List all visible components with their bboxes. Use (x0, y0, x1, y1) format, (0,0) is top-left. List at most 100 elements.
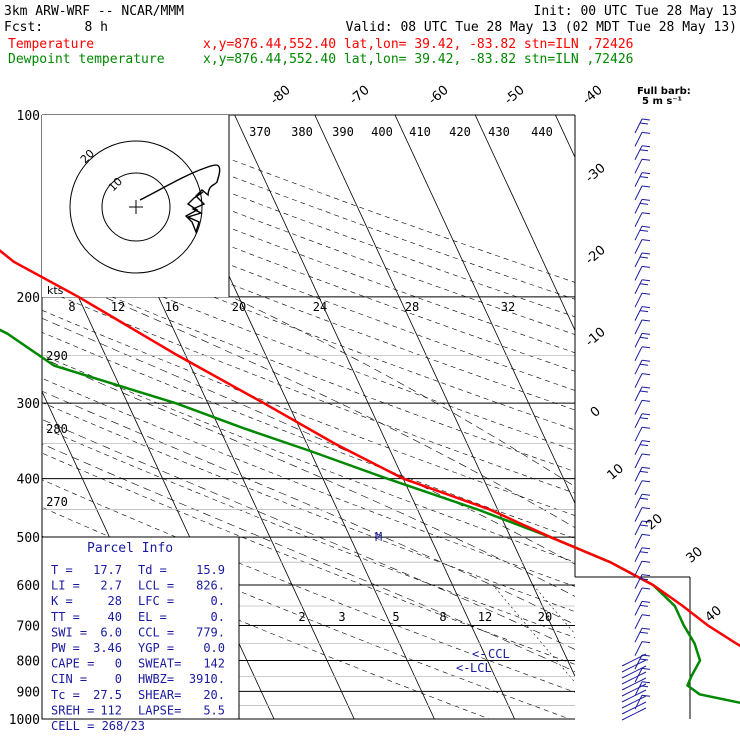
ground-speed-label: 8 (68, 300, 75, 314)
temperature-location: x,y=876.44,552.40 lat,lon= 39.42, -83.82… (203, 37, 633, 52)
theta-label: 400 (371, 125, 393, 139)
wind-barb (634, 600, 651, 616)
parcel-info-cell: 0.0 (203, 641, 225, 655)
wind-barb (634, 319, 651, 335)
isotherm-label: -20 (583, 243, 609, 268)
parcel-info-cell: 15.9 (196, 563, 225, 577)
parcel-info-cell: SWI = (51, 625, 87, 639)
wind-barb (634, 198, 651, 214)
parcel-info-cell: 2.7 (100, 579, 122, 593)
mixing-ratio-label: 12 (478, 610, 492, 624)
hodograph-ring-inner (101, 172, 171, 242)
parcel-info-cell: 3.46 (93, 641, 122, 655)
wind-barb (634, 641, 651, 656)
wind-barb-lower (621, 659, 647, 673)
ground-speed-label: 24 (313, 300, 327, 314)
hodograph-trace (139, 164, 221, 235)
pressure-tick-label: 600 (17, 579, 40, 594)
mixing-ratio-line (532, 584, 575, 635)
parcel-info-cell: 17.7 (93, 563, 122, 577)
parcel-info-cell: 779. (196, 625, 225, 639)
wind-barb (634, 306, 651, 321)
ccl-label: CCL (488, 647, 510, 661)
theta-label: 390 (332, 125, 354, 139)
parcel-info-cell: 20. (203, 688, 225, 702)
isotherm-label: 20 (644, 511, 666, 533)
parcel-info-cell: 28 (108, 594, 122, 608)
parcel-level-markers: <- CCL <- LCL M (375, 530, 510, 675)
mixing-ratio-line (586, 585, 705, 719)
barb-legend-title: Full barb: (637, 86, 691, 97)
pressure-tick-label: 1000 (9, 713, 40, 728)
wind-barb-lower (621, 701, 647, 715)
parcel-info-cell: Td = (138, 563, 167, 577)
temperature-legend: Temperature (8, 37, 94, 52)
parcel-info-cell: SHEAR= (138, 688, 181, 702)
dewpoint-legend: Dewpoint temperature (8, 52, 165, 67)
parcel-info-cell: PW = (51, 641, 80, 655)
ground-speed-label: 32 (501, 300, 515, 314)
parcel-info-cell: SREH = (51, 703, 94, 717)
parcel-info-cell: 3910. (189, 672, 225, 686)
isotherm-label: -50 (502, 83, 528, 108)
isotherm-line (474, 115, 575, 332)
wind-barb-lower (621, 653, 647, 667)
temperature-profile (0, 249, 740, 648)
wind-barb (634, 574, 651, 589)
wind-barb (634, 292, 651, 308)
wind-barb (634, 279, 651, 295)
isotherm-label: -40 (580, 83, 606, 108)
mixing-ratio-label: 5 (392, 610, 399, 624)
parcel-info-cell: HWBZ= (138, 672, 174, 686)
parcel-info-cell: SWEAT= (138, 657, 181, 671)
parcel-info-title: Parcel Info (87, 541, 173, 556)
theta-labels: 370 380 390 400 410 420 430 440 290 280 270 (46, 125, 553, 509)
parcel-info-cell: 0 (115, 672, 122, 686)
parcel-info-cell: EL = (138, 610, 167, 624)
parcel-info-cell: CAPE = (51, 657, 94, 671)
wind-barb-lower (621, 707, 647, 721)
hodograph-units: kts (47, 284, 64, 297)
wind-barb (634, 359, 651, 375)
isotherm-label: -30 (583, 161, 609, 186)
wind-barb (634, 614, 651, 630)
model-title: 3km ARW-WRF -- NCAR/MMM (4, 4, 184, 19)
hodograph-ring-outer (69, 140, 203, 274)
isotherm-label: -60 (426, 83, 452, 108)
theta-label: 430 (488, 125, 510, 139)
dewpoint-profile (0, 328, 740, 705)
parcel-info-cell: 40 (108, 610, 122, 624)
theta-label: 420 (449, 125, 471, 139)
isotherm-label: 30 (684, 544, 706, 566)
isotherm-label: -10 (583, 325, 609, 350)
mixing-ratio-label: 3 (338, 610, 345, 624)
wind-barb (634, 386, 651, 402)
parcel-info-cell: CCL = (138, 625, 174, 639)
wind-barb (634, 547, 651, 563)
ground-speed-label: 12 (111, 300, 125, 314)
parcel-info-cell-motion: CELL = 268/23 (51, 719, 145, 733)
isotherm-label: -80 (268, 83, 294, 108)
mixing-ratio-line (492, 584, 575, 683)
pressure-labels: 100 200 300 400 500 600 700 800 900 1000 (9, 109, 40, 728)
wind-barb (634, 212, 651, 228)
wind-barb (634, 158, 651, 174)
pressure-tick-label: 200 (17, 291, 40, 306)
isotherm-line (314, 115, 575, 678)
parcel-info-cell: 142 (203, 657, 225, 671)
ccl-marker: <- (472, 647, 486, 661)
isotherm-label: 0 (588, 404, 604, 421)
wind-barb (634, 440, 651, 455)
hodograph: 20 10 kts (42, 115, 230, 297)
pressure-tick-label: 400 (17, 473, 40, 488)
mixing-ratio-label: 20 (538, 610, 552, 624)
parcel-info-cell: CIN = (51, 672, 87, 686)
parcel-info-panel: Parcel Info (41, 536, 240, 720)
parcel-info-cell: 112 (100, 703, 122, 717)
parcel-info-cell: 5.5 (203, 703, 225, 717)
theta-label: 440 (531, 125, 553, 139)
wind-barb (634, 413, 651, 429)
theta-label: 370 (249, 125, 271, 139)
moist-adiabat-line (103, 296, 575, 528)
parcel-info-cell: 826. (196, 579, 225, 593)
